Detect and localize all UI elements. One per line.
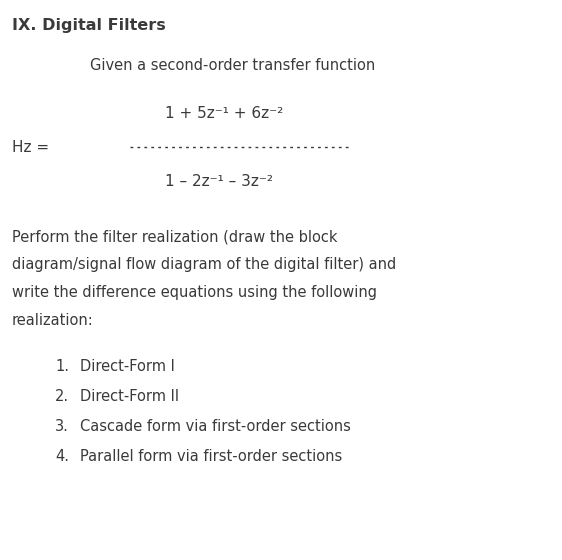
Text: Given a second-order transfer function: Given a second-order transfer function xyxy=(90,58,375,73)
Text: 2.: 2. xyxy=(55,389,69,404)
Text: 1 + 5z⁻¹ + 6z⁻²: 1 + 5z⁻¹ + 6z⁻² xyxy=(165,106,283,121)
Text: write the difference equations using the following: write the difference equations using the… xyxy=(12,285,377,300)
Text: realization:: realization: xyxy=(12,313,94,328)
Text: Parallel form via first-order sections: Parallel form via first-order sections xyxy=(80,449,342,464)
Text: 3.: 3. xyxy=(55,419,69,434)
Text: 1 – 2z⁻¹ – 3z⁻²: 1 – 2z⁻¹ – 3z⁻² xyxy=(165,174,273,189)
Text: Cascade form via first-order sections: Cascade form via first-order sections xyxy=(80,419,351,434)
Text: Perform the filter realization (draw the block: Perform the filter realization (draw the… xyxy=(12,229,338,244)
Text: IX. Digital Filters: IX. Digital Filters xyxy=(12,18,166,33)
Text: Direct-Form II: Direct-Form II xyxy=(80,389,179,404)
Text: Direct-Form I: Direct-Form I xyxy=(80,359,175,374)
Text: 1.: 1. xyxy=(55,359,69,374)
Text: diagram/signal flow diagram of the digital filter) and: diagram/signal flow diagram of the digit… xyxy=(12,257,396,272)
Text: Hz =: Hz = xyxy=(12,140,49,155)
Text: 4.: 4. xyxy=(55,449,69,464)
